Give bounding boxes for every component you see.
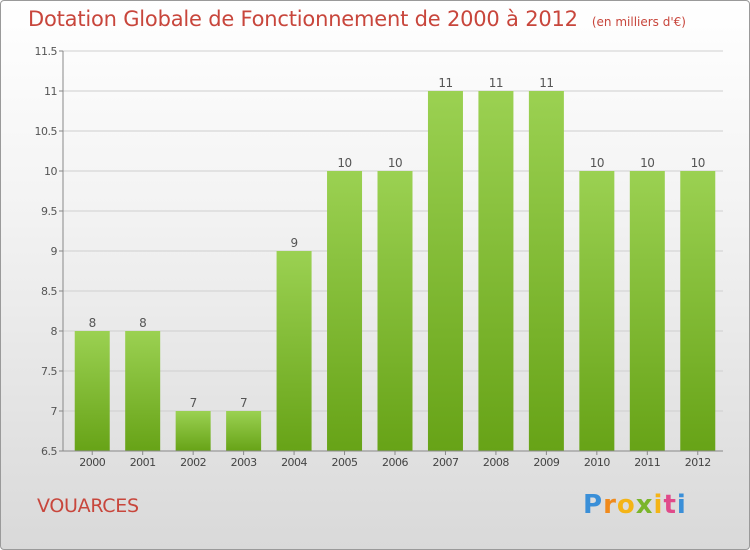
chart-title-block: Dotation Globale de Fonctionnement de 20… <box>28 7 686 31</box>
bar <box>680 171 716 451</box>
x-tick-label: 2002 <box>180 456 206 469</box>
x-tick-label: 2000 <box>79 456 105 469</box>
x-tick-label: 2001 <box>130 456 156 469</box>
bar-value-label: 11 <box>438 76 452 90</box>
logo-letter: t <box>663 490 677 520</box>
logo-letter: r <box>603 490 617 520</box>
bar <box>226 411 262 451</box>
bar-value-label: 10 <box>590 156 604 170</box>
bar-value-label: 7 <box>240 396 247 410</box>
logo-letter: o <box>616 490 636 520</box>
bar <box>427 91 463 451</box>
logo-letter: i <box>676 490 687 520</box>
y-tick-label: 7.5 <box>41 365 57 378</box>
x-tick-label: 2003 <box>231 456 257 469</box>
x-tick-label: 2009 <box>533 456 559 469</box>
bar-value-label: 11 <box>489 76 503 90</box>
bar-value-label: 10 <box>691 156 705 170</box>
bar-value-label: 8 <box>89 316 96 330</box>
bar <box>327 171 363 451</box>
chart-title: Dotation Globale de Fonctionnement de 20… <box>28 7 578 31</box>
y-tick-label: 9.5 <box>41 205 57 218</box>
data-labels: 8 8 7 7 9 10 10 11 11 11 10 10 10 <box>89 76 706 410</box>
bar <box>377 171 413 451</box>
y-tick-label: 8 <box>51 325 58 338</box>
logo-letter: P <box>583 490 604 520</box>
bar-value-label: 8 <box>139 316 146 330</box>
x-tick-label: 2004 <box>281 456 307 469</box>
bar <box>579 171 615 451</box>
logo-letter: x <box>635 490 654 520</box>
y-tick-label: 7 <box>51 405 58 418</box>
y-tick-label: 9 <box>51 245 58 258</box>
y-tick-label: 11 <box>44 85 57 98</box>
bar-value-label: 10 <box>388 156 402 170</box>
commune-name: VOUARCES <box>37 495 139 517</box>
y-tick-label: 10 <box>44 165 57 178</box>
y-tick-label: 10.5 <box>35 125 58 138</box>
x-tick-label: 2011 <box>634 456 660 469</box>
bar-value-label: 10 <box>337 156 351 170</box>
axes: 6.5 7 7.5 8 8.5 9 9.5 10 10.5 11 11.5 2000 2001 2002 2… <box>35 45 723 469</box>
bar-value-label: 7 <box>190 396 197 410</box>
logo-letter: i <box>653 490 664 520</box>
x-tick-label: 2008 <box>483 456 509 469</box>
bar <box>125 331 161 451</box>
bar <box>629 171 665 451</box>
bar <box>528 91 564 451</box>
x-tick-label: 2012 <box>685 456 711 469</box>
bar-value-label: 10 <box>640 156 654 170</box>
y-tick-label: 6.5 <box>41 445 57 458</box>
chart-subtitle: (en milliers d'€) <box>591 15 686 29</box>
bar-value-label: 9 <box>291 236 298 250</box>
bar <box>74 331 110 451</box>
x-tick-label: 2010 <box>584 456 610 469</box>
bar <box>175 411 211 451</box>
bars <box>74 91 716 451</box>
y-tick-label: 11.5 <box>35 45 58 58</box>
x-tick-label: 2006 <box>382 456 408 469</box>
proxiti-logo[interactable]: Proxiti <box>583 490 687 520</box>
bar-value-label: 11 <box>539 76 553 90</box>
bar <box>276 251 312 451</box>
bar <box>478 91 514 451</box>
x-tick-label: 2005 <box>332 456 358 469</box>
y-tick-label: 8.5 <box>41 285 57 298</box>
x-tick-label: 2007 <box>432 456 458 469</box>
